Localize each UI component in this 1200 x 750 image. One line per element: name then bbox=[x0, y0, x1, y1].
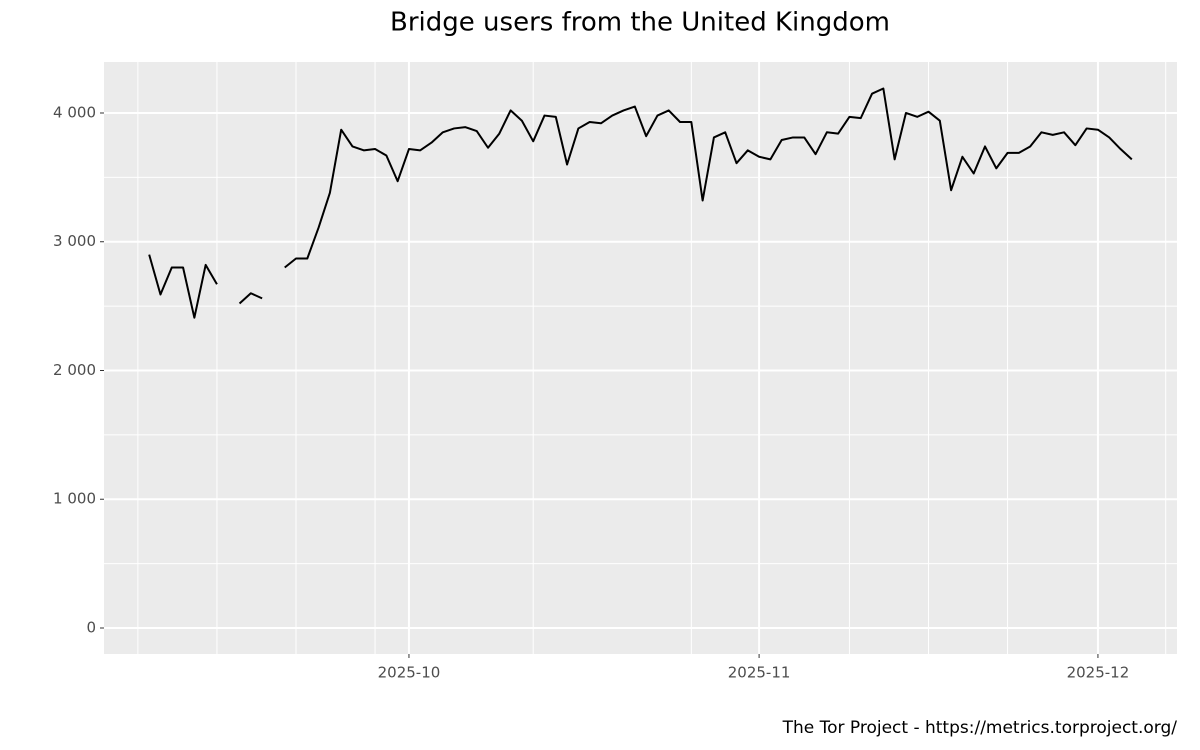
x-tick-label: 2025-12 bbox=[1067, 664, 1130, 682]
data-line bbox=[148, 87, 1133, 319]
y-tick-label: 1 000 bbox=[53, 490, 96, 508]
x-tick-label: 2025-10 bbox=[378, 664, 441, 682]
y-tick-label: 4 000 bbox=[53, 103, 96, 121]
y-tick-label: 3 000 bbox=[53, 232, 96, 250]
panel bbox=[104, 62, 1177, 654]
x-tick-label: 2025-11 bbox=[728, 664, 791, 682]
caption: The Tor Project - https://metrics.torpro… bbox=[782, 718, 1178, 738]
chart-title: Bridge users from the United Kingdom bbox=[390, 8, 890, 38]
y-tick-label: 0 bbox=[86, 618, 96, 636]
y-tick-label: 2 000 bbox=[53, 361, 96, 379]
